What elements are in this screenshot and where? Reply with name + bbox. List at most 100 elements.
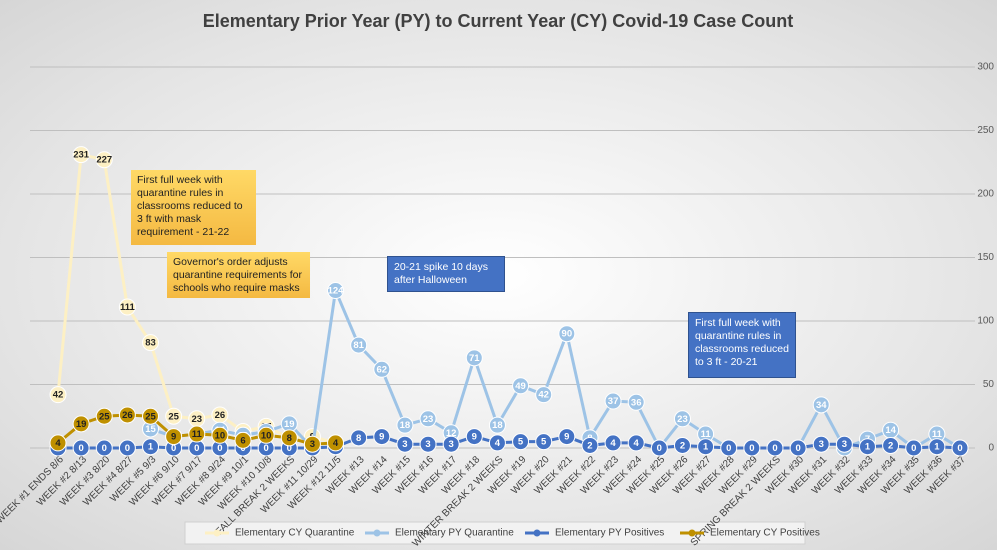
data-point xyxy=(442,435,460,453)
data-label: 8 xyxy=(287,433,292,444)
series-line xyxy=(58,435,961,450)
data-label: 15 xyxy=(145,424,156,435)
data-point xyxy=(72,146,90,164)
data-label: 2 xyxy=(888,440,893,451)
legend-label: Elementary PY Positives xyxy=(555,528,664,539)
data-point xyxy=(673,410,691,428)
data-label: 9 xyxy=(564,432,569,443)
data-label: 3 xyxy=(842,439,847,450)
legend-label: Elementary CY Positives xyxy=(710,528,820,539)
data-label: 4 xyxy=(55,438,61,449)
data-label: 1 xyxy=(934,442,940,453)
data-label: 2 xyxy=(587,440,592,451)
data-label: 42 xyxy=(538,390,549,401)
data-label: 23 xyxy=(191,414,202,425)
data-point xyxy=(211,426,229,444)
data-point xyxy=(604,434,622,452)
data-point xyxy=(419,435,437,453)
data-label: 18 xyxy=(492,420,503,431)
data-label: 36 xyxy=(631,397,642,408)
data-label: 0 xyxy=(911,443,916,454)
data-point xyxy=(142,407,160,425)
legend-box xyxy=(184,521,806,545)
y-tick-label: 200 xyxy=(977,189,994,200)
data-point xyxy=(558,428,576,446)
data-label: 111 xyxy=(120,302,136,313)
data-point xyxy=(419,410,437,428)
data-label: 81 xyxy=(353,340,364,351)
data-label: 10 xyxy=(261,430,272,441)
data-label: 9 xyxy=(472,432,477,443)
y-tick-label: 50 xyxy=(983,379,995,390)
data-label: 26 xyxy=(122,410,133,421)
legend-marker xyxy=(213,529,221,537)
y-tick-label: 0 xyxy=(988,443,994,454)
data-label: 9 xyxy=(171,432,176,443)
data-point xyxy=(165,428,183,446)
data-point xyxy=(858,438,876,456)
data-label: 0 xyxy=(264,443,269,454)
data-label: 3 xyxy=(310,439,315,450)
data-point xyxy=(488,434,506,452)
data-label: 6 xyxy=(240,435,245,446)
data-label: 4 xyxy=(495,438,501,449)
data-label: 0 xyxy=(125,443,130,454)
data-point xyxy=(72,439,90,457)
data-label: 19 xyxy=(76,419,87,430)
data-label: 0 xyxy=(287,443,292,454)
data-label: 42 xyxy=(53,390,64,401)
data-point xyxy=(697,438,715,456)
data-label: 0 xyxy=(78,443,83,454)
data-label: 231 xyxy=(73,150,90,161)
legend-marker xyxy=(533,529,541,537)
data-point xyxy=(627,434,645,452)
data-label: 0 xyxy=(102,443,107,454)
annotation: Governor's order adjusts quarantine requ… xyxy=(167,252,310,298)
data-point xyxy=(373,360,391,378)
data-label: 37 xyxy=(608,396,619,407)
data-point xyxy=(373,428,391,446)
data-label: 3 xyxy=(449,439,454,450)
y-tick-label: 250 xyxy=(977,125,994,136)
data-label: 0 xyxy=(171,443,176,454)
data-label: 25 xyxy=(168,411,179,422)
data-label: 26 xyxy=(215,410,226,421)
data-label: 11 xyxy=(932,429,943,440)
legend-label: Elementary CY Quarantine xyxy=(235,528,355,539)
data-label: 4 xyxy=(634,438,640,449)
data-point xyxy=(535,433,553,451)
data-point xyxy=(234,431,252,449)
data-point xyxy=(49,386,67,404)
data-label: 11 xyxy=(192,429,203,440)
legend-marker xyxy=(688,529,696,537)
data-point xyxy=(465,428,483,446)
data-label: 3 xyxy=(425,439,430,450)
data-label: 23 xyxy=(423,414,434,425)
data-label: 25 xyxy=(145,411,156,422)
data-point xyxy=(396,435,414,453)
data-point xyxy=(604,392,622,410)
data-point xyxy=(928,438,946,456)
data-point xyxy=(743,439,761,457)
data-point xyxy=(488,416,506,434)
data-label: 0 xyxy=(957,443,962,454)
data-point xyxy=(766,439,784,457)
data-point xyxy=(118,298,136,316)
data-point xyxy=(118,406,136,424)
data-label: 0 xyxy=(194,443,199,454)
data-point xyxy=(350,429,368,447)
data-label: 5 xyxy=(541,437,547,448)
data-label: 23 xyxy=(677,414,688,425)
data-point xyxy=(327,434,345,452)
data-point xyxy=(673,436,691,454)
data-point xyxy=(627,393,645,411)
data-label: 0 xyxy=(657,443,662,454)
data-point xyxy=(512,433,530,451)
data-label: 19 xyxy=(284,419,295,430)
data-point xyxy=(535,386,553,404)
data-label: 124 xyxy=(328,286,345,297)
data-point xyxy=(95,151,113,169)
data-label: 1 xyxy=(703,442,709,453)
